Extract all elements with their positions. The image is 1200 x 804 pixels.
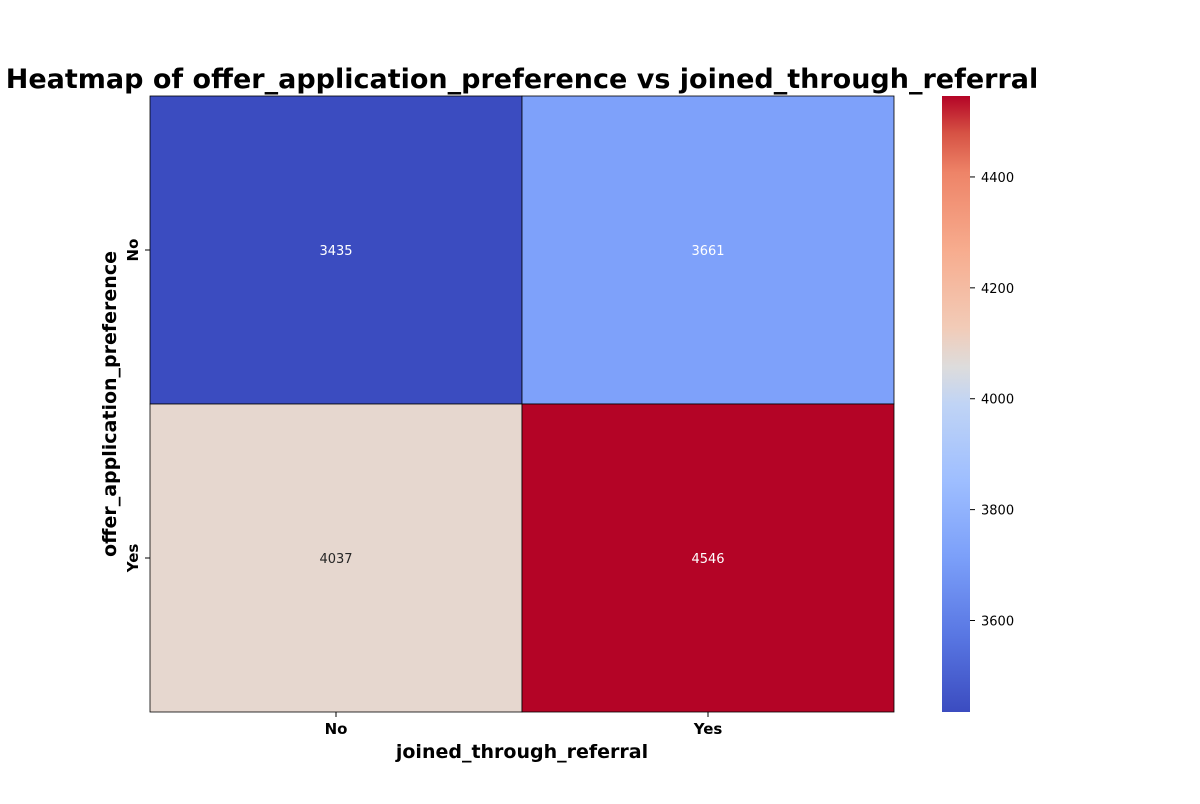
colorbar-ticks: 3600 3800 4000 4200 4400 [970, 171, 1014, 630]
colorbar-tick-label-1: 3800 [981, 504, 1014, 519]
x-tick-label-1: Yes [693, 720, 723, 738]
heatmap-annotations: 3435 3661 4037 4546 [319, 244, 724, 567]
colorbar-tick-label-2: 4000 [981, 393, 1014, 408]
chart-title: Heatmap of offer_application_preference … [6, 64, 1039, 95]
cell-value-label-1-1: 4546 [691, 552, 724, 567]
colorbar-tick-label-3: 4200 [981, 282, 1014, 297]
x-axis-ticks: No Yes [325, 712, 723, 738]
y-axis-ticks: No Yes [124, 239, 150, 574]
heatmap-cell-0-1 [521, 95, 895, 405]
y-axis-label: offer_application_preference [99, 251, 121, 557]
cell-value-label-0-0: 3435 [319, 244, 352, 259]
x-axis-label: joined_through_referral [395, 741, 648, 763]
heatmap-cell-1-0 [149, 403, 523, 713]
heatmap-cell-0-0 [149, 95, 523, 405]
x-tick-label-0: No [325, 720, 348, 738]
cell-value-label-0-1: 3661 [691, 244, 724, 259]
colorbar-tick-label-4: 4400 [981, 171, 1014, 186]
colorbar [942, 96, 970, 712]
colorbar-tick-label-0: 3600 [981, 615, 1014, 630]
y-tick-label-0: No [124, 239, 142, 262]
heatmap-cells [149, 95, 895, 713]
y-tick-label-1: Yes [124, 544, 142, 574]
heatmap-cell-1-1 [521, 403, 895, 713]
cell-value-label-1-0: 4037 [319, 552, 352, 567]
